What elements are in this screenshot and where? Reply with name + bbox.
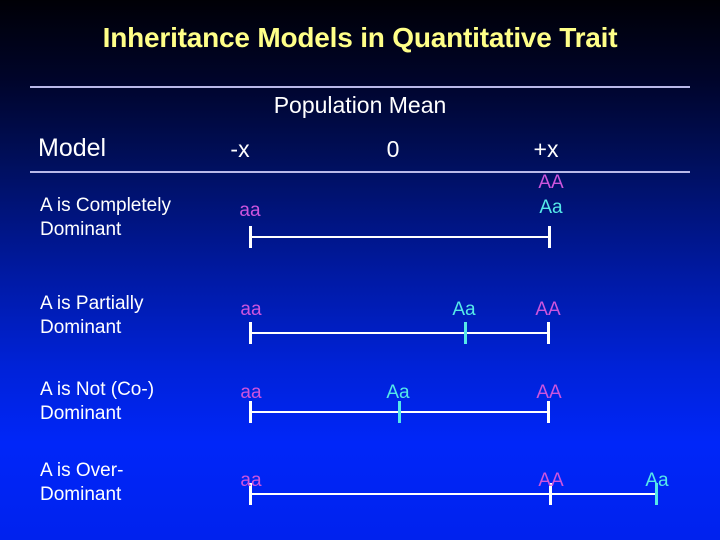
genotype-row-2-aa: aa: [240, 299, 262, 320]
axis-tick-plus-x: +x: [533, 136, 559, 162]
genotype-row-3-AA: AA: [536, 382, 562, 403]
model-label-line2: Dominant: [40, 219, 122, 240]
genotype-row-4-Aa: Aa: [645, 470, 669, 491]
tick-row-3-Aa: [398, 401, 401, 423]
model-label-completely-dominant: A is Completely Dominant: [40, 194, 240, 242]
genotype-row-1-Aa: Aa: [539, 197, 563, 218]
tick-row-2-Aa: [464, 322, 467, 344]
tick-row-2-aa: [249, 322, 252, 344]
model-label-partially-dominant: A is Partially Dominant: [40, 292, 240, 340]
tick-row-4-aa: [249, 483, 252, 505]
tick-row-1-AA: [548, 226, 551, 248]
tick-row-1-aa: [249, 226, 252, 248]
model-label-line1: A is Over-: [40, 460, 124, 481]
tick-row-3-AA: [547, 401, 550, 423]
tick-row-4-Aa: [655, 483, 658, 505]
scale-bar-row-4: [250, 493, 657, 495]
tick-row-2-AA: [547, 322, 550, 344]
genotype-row-2-AA: AA: [535, 299, 561, 320]
divider-header: [30, 171, 690, 173]
genotype-row-4-AA: AA: [538, 470, 564, 491]
model-label-co-dominant: A is Not (Co-) Dominant: [40, 378, 240, 426]
page-title: Inheritance Models in Quantitative Trait: [102, 22, 618, 53]
genotype-row-4-aa: aa: [240, 470, 262, 491]
genotype-row-2-Aa: Aa: [452, 299, 476, 320]
model-label-line2: Dominant: [40, 317, 122, 338]
model-label-line2: Dominant: [40, 484, 122, 505]
tick-row-3-aa: [249, 401, 252, 423]
model-label-line1: A is Completely: [40, 195, 171, 216]
column-header-model: Model: [38, 134, 107, 162]
population-mean-heading: Population Mean: [273, 92, 447, 118]
tick-row-4-AA: [549, 483, 552, 505]
genotype-row-1-aa: aa: [239, 200, 261, 221]
model-label-line1: A is Partially: [40, 293, 144, 314]
axis-tick-minus-x: -x: [230, 136, 250, 162]
scale-bar-row-2: [250, 332, 549, 334]
model-label-line1: A is Not (Co-): [40, 379, 155, 400]
model-label-line2: Dominant: [40, 403, 122, 424]
model-label-over-dominant: A is Over- Dominant: [40, 459, 240, 507]
genotype-row-1-AA: AA: [538, 172, 564, 193]
divider-top: [30, 86, 690, 88]
scale-bar-row-1: [250, 236, 550, 238]
axis-tick-zero: 0: [386, 136, 400, 162]
genotype-row-3-aa: aa: [240, 382, 262, 403]
genotype-row-3-Aa: Aa: [386, 382, 410, 403]
